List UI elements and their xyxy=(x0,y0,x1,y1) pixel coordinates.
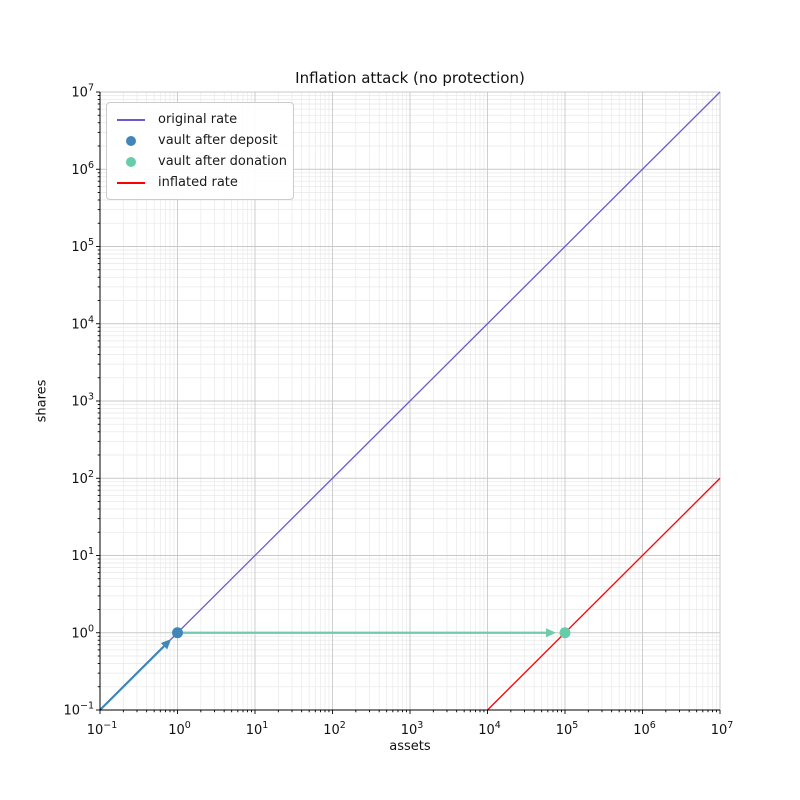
axis-ticks xyxy=(96,91,721,714)
legend: original rate vault after deposit vault … xyxy=(106,102,294,200)
deposit-arrow xyxy=(99,639,172,711)
x-tick-label: 10−1 xyxy=(87,720,118,738)
legend-item-vault-after-donation: vault after donation xyxy=(116,151,287,172)
donation-arrow xyxy=(177,628,556,638)
vault-after-donation-point xyxy=(559,627,571,639)
legend-label: inflated rate xyxy=(158,175,238,190)
x-tick-labels: 10−1 100 101 102 103 104 105 106 107 xyxy=(87,720,734,738)
donation-dot-swatch xyxy=(116,156,146,167)
legend-item-vault-after-deposit: vault after deposit xyxy=(116,130,283,151)
x-tick-label: 105 xyxy=(556,720,579,738)
y-tick-label: 106 xyxy=(71,160,94,178)
legend-item-inflated-rate: inflated rate xyxy=(116,172,283,193)
original-rate-line-swatch xyxy=(116,118,146,121)
y-tick-label: 105 xyxy=(71,237,94,255)
legend-label: vault after deposit xyxy=(158,133,278,148)
x-tick-label: 107 xyxy=(711,720,734,738)
vault-after-deposit-point xyxy=(172,627,183,639)
x-tick-label: 102 xyxy=(323,720,346,738)
y-tick-label: 102 xyxy=(71,469,94,487)
x-tick-label: 103 xyxy=(401,720,424,738)
legend-label: original rate xyxy=(158,112,238,127)
donation-arrow-head xyxy=(546,628,556,638)
y-tick-label: 100 xyxy=(71,623,94,641)
x-tick-label: 100 xyxy=(168,720,191,738)
inflated-rate-line-swatch xyxy=(116,181,146,184)
y-tick-label: 101 xyxy=(71,546,94,564)
legend-label: vault after donation xyxy=(158,154,287,169)
y-tick-label: 104 xyxy=(71,314,94,332)
original-rate-line xyxy=(99,91,721,711)
legend-item-original-rate: original rate xyxy=(116,109,283,130)
chart-title: Inflation attack (no protection) xyxy=(295,69,525,87)
inflated-rate-line xyxy=(487,477,721,711)
y-tick-label: 103 xyxy=(71,392,94,410)
y-tick-labels: 10−1 100 101 102 103 104 105 106 107 xyxy=(63,83,94,719)
x-tick-label: 104 xyxy=(478,720,501,738)
deposit-dot-swatch xyxy=(116,135,146,146)
y-axis-label: shares xyxy=(34,379,50,423)
y-tick-label: 107 xyxy=(71,83,94,101)
deposit-arrow-head xyxy=(160,639,172,650)
deposit-arrow-shaft xyxy=(99,645,165,711)
y-tick-label: 10−1 xyxy=(63,701,94,719)
x-axis-label: assets xyxy=(389,739,431,754)
x-tick-label: 106 xyxy=(633,720,656,738)
x-tick-label: 101 xyxy=(246,720,269,738)
